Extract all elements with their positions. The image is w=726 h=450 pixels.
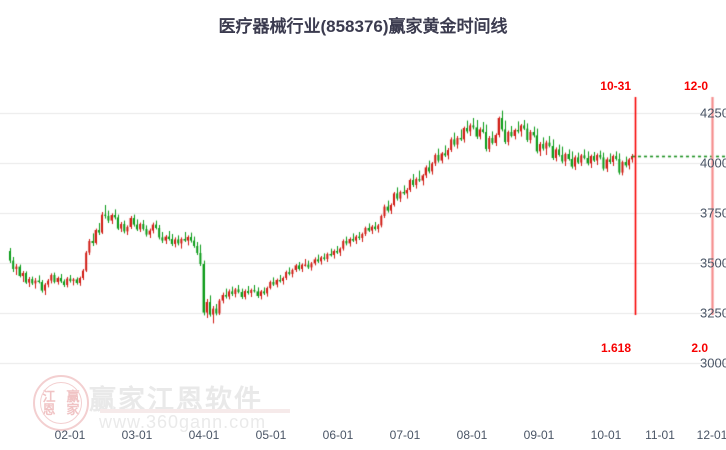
seal-char-1: 江 [42, 389, 56, 404]
gann-line-2-bottom-label: 2.0 [691, 341, 708, 355]
y-axis-label: 4000 [700, 155, 726, 171]
y-axis-label: 3500 [700, 255, 726, 271]
page-title: 医疗器械行业(858376)赢家黄金时间线 [218, 17, 508, 36]
watermark-bar [100, 409, 290, 413]
gann-line-2-top-label: 12-0 [683, 79, 708, 93]
candlestick-plot [0, 60, 726, 415]
x-axis-label: 02-01 [54, 428, 86, 442]
x-axis-label: 12-01 [696, 428, 726, 442]
x-axis-label: 03-01 [121, 428, 153, 442]
watermark-url: www.360gann.com [99, 412, 267, 432]
seal-char-4: 家 [66, 402, 80, 417]
gann-line-1-bottom-label: 1.618 [600, 341, 631, 355]
y-axis-label: 4250 [700, 105, 726, 121]
x-axis-label: 07-01 [389, 428, 421, 442]
x-axis-label: 04-01 [188, 428, 220, 442]
x-axis-label: 08-01 [456, 428, 488, 442]
y-axis-label: 3750 [700, 205, 726, 221]
seal-char-2: 赢 [66, 389, 80, 404]
x-axis-label: 05-01 [255, 428, 287, 442]
x-axis-label: 10-01 [590, 428, 622, 442]
y-axis-label: 3250 [700, 305, 726, 321]
x-axis-label: 09-01 [523, 428, 555, 442]
x-axis-label: 11-01 [645, 428, 675, 442]
gann-line-1-top-label: 10-31 [600, 79, 631, 93]
seal-char-3: 恩 [42, 402, 56, 417]
watermark-seal: 江 赢 恩 家 [33, 375, 89, 431]
x-axis-label: 06-01 [322, 428, 354, 442]
y-axis-label: 3000 [700, 355, 726, 371]
